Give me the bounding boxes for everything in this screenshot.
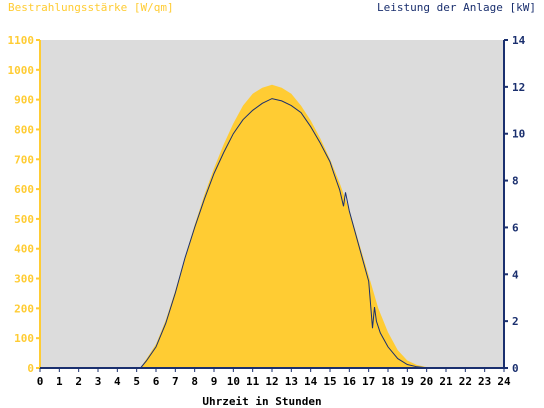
left-axis-title: Bestrahlungsstärke [W/qm] [8,1,174,14]
right-tick-label: 4 [512,268,519,281]
x-tick-label: 24 [497,375,511,388]
left-tick-label: 200 [14,302,34,315]
right-axis-title: Leistung der Anlage [kW] [377,1,536,14]
x-tick-label: 12 [265,375,278,388]
x-tick-label: 21 [439,375,453,388]
irradiance-area [140,84,431,368]
x-tick-label: 18 [381,375,394,388]
left-axis-ticks: 0 100 200 300 400 500 600 700 800 900 1000 1100 [8,34,40,375]
x-axis-ticks: 0 1 2 3 4 5 6 7 8 9 10 11 12 13 14 15 16 17 18 19 20 21 22 23 24 [37,368,511,388]
right-tick-label: 6 [512,221,519,234]
x-tick-label: 14 [304,375,318,388]
x-tick-label: 13 [285,375,298,388]
x-tick-label: 7 [172,375,179,388]
x-tick-label: 20 [420,375,433,388]
left-tick-label: 0 [27,362,34,375]
x-tick-label: 9 [211,375,218,388]
x-tick-label: 6 [153,375,160,388]
left-tick-label: 400 [14,243,34,256]
x-tick-label: 3 [95,375,102,388]
x-tick-label: 23 [478,375,491,388]
x-axis-title: Uhrzeit in Stunden [202,395,321,408]
x-tick-label: 16 [343,375,357,388]
x-tick-label: 10 [227,375,240,388]
x-tick-label: 2 [75,375,82,388]
x-tick-label: 4 [114,375,121,388]
left-tick-label: 1100 [8,34,35,47]
power-line [40,98,504,369]
x-tick-label: 19 [401,375,414,388]
x-tick-label: 15 [323,375,336,388]
x-tick-label: 0 [37,375,44,388]
right-tick-label: 12 [512,81,525,94]
right-tick-label: 0 [512,362,519,375]
x-tick-label: 22 [459,375,472,388]
left-tick-label: 600 [14,183,34,196]
x-tick-label: 5 [133,375,140,388]
x-tick-label: 17 [362,375,375,388]
left-tick-label: 300 [14,273,34,286]
right-tick-label: 14 [512,34,526,47]
left-tick-label: 800 [14,123,34,136]
right-tick-label: 10 [512,128,525,141]
left-tick-label: 500 [14,213,34,226]
x-tick-label: 1 [56,375,63,388]
left-tick-label: 100 [14,332,34,345]
right-tick-label: 2 [512,315,519,328]
x-tick-label: 8 [191,375,198,388]
right-tick-label: 8 [512,175,519,188]
left-tick-label: 900 [14,94,34,107]
x-tick-label: 11 [246,375,260,388]
left-tick-label: 1000 [8,64,35,77]
left-tick-label: 700 [14,153,34,166]
right-axis-ticks: 0 2 4 6 8 10 12 14 [504,34,526,375]
